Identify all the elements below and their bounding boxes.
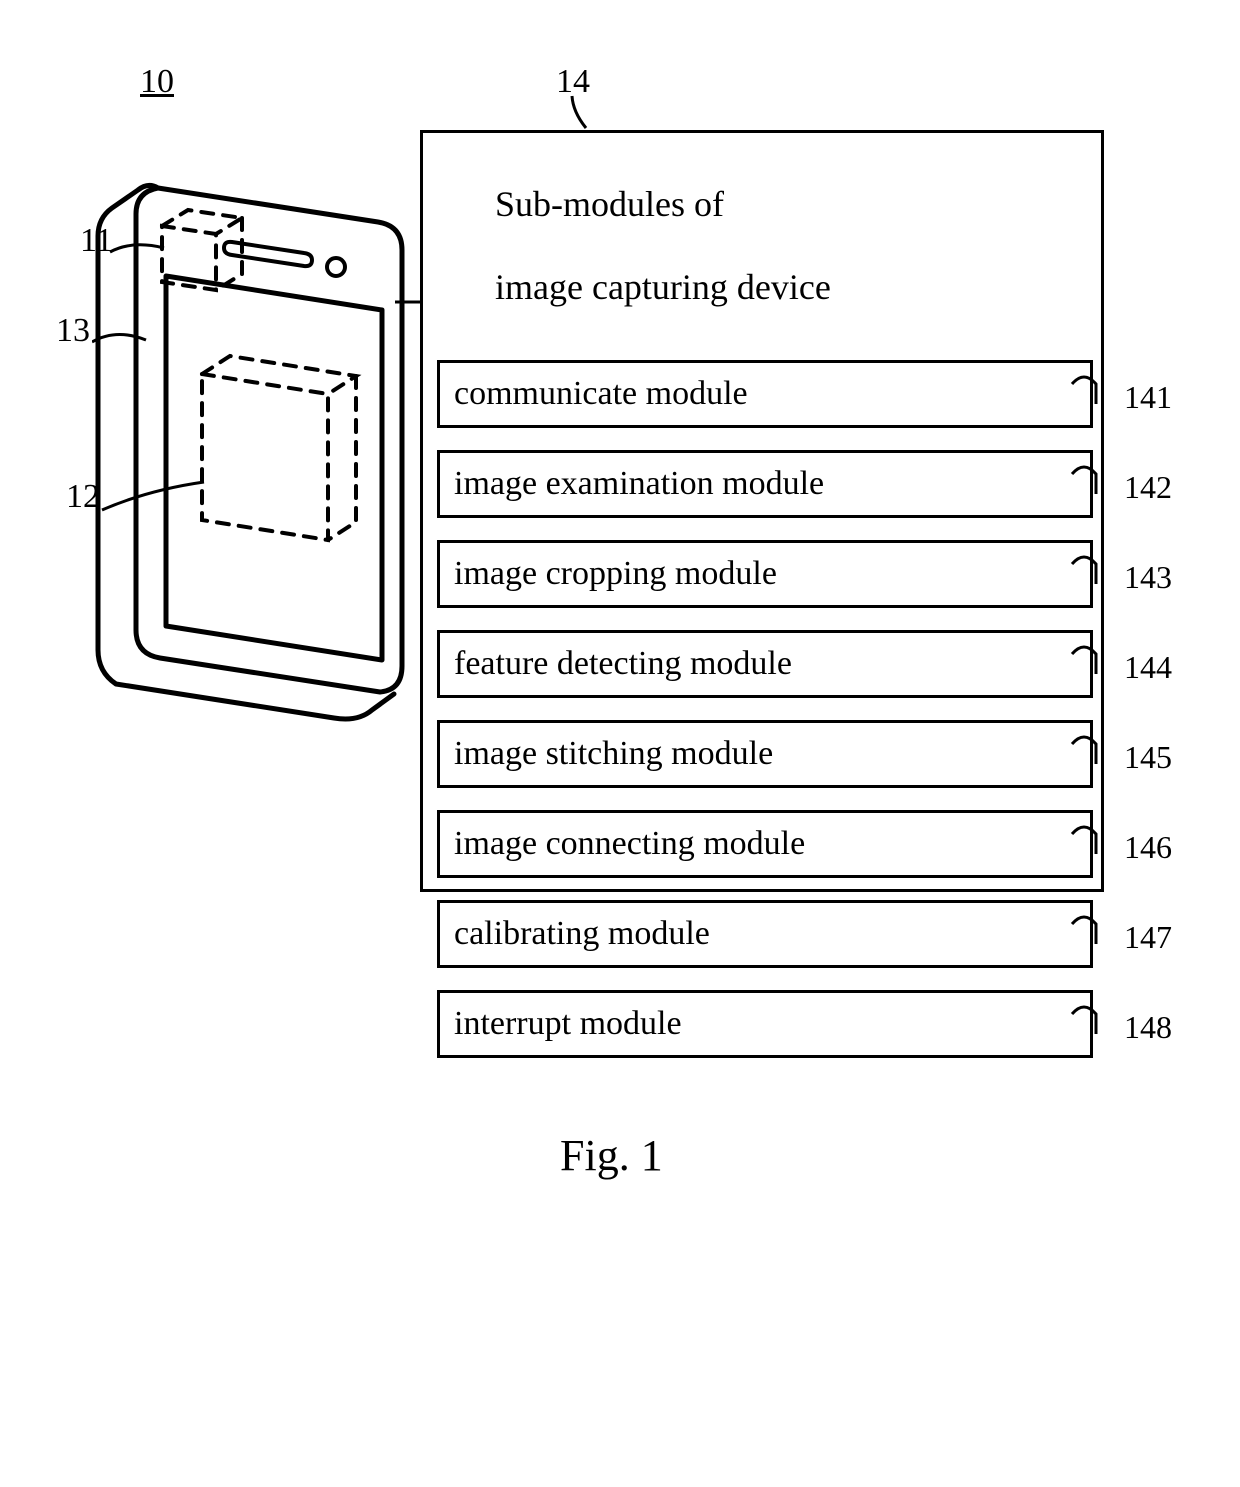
module-label: communicate module: [454, 375, 748, 412]
figure-canvas: 10 14 11 13 12: [0, 0, 1240, 1487]
module-ref-number: 148: [1124, 1011, 1172, 1043]
module-item: calibrating module147: [437, 900, 1093, 968]
module-item: image examination module142: [437, 450, 1093, 518]
module-item: image stitching module145: [437, 720, 1093, 788]
module-ref-number: 142: [1124, 471, 1172, 503]
module-label: feature detecting module: [454, 645, 792, 682]
module-ref-number: 147: [1124, 921, 1172, 953]
module-item: feature detecting module144: [437, 630, 1093, 698]
panel-title-line2: image capturing device: [495, 267, 831, 307]
module-label: image connecting module: [454, 825, 805, 862]
figure-caption: Fig. 1: [560, 1130, 663, 1181]
module-ref-number: 144: [1124, 651, 1172, 683]
submodules-panel: Sub-modules of image capturing device co…: [420, 130, 1104, 892]
module-ref-number: 146: [1124, 831, 1172, 863]
module-label: image stitching module: [454, 735, 773, 772]
module-list: communicate module141image examination m…: [437, 360, 1087, 1058]
module-label: image cropping module: [454, 555, 777, 592]
module-item: interrupt module148: [437, 990, 1093, 1058]
panel-title: Sub-modules of image capturing device: [441, 143, 1087, 350]
panel-title-line1: Sub-modules of: [495, 184, 724, 224]
module-ref-number: 143: [1124, 561, 1172, 593]
module-item: image cropping module143: [437, 540, 1093, 608]
module-label: interrupt module: [454, 1005, 682, 1042]
module-label: image examination module: [454, 465, 824, 502]
module-item: communicate module141: [437, 360, 1093, 428]
module-label: calibrating module: [454, 915, 710, 952]
module-ref-number: 145: [1124, 741, 1172, 773]
module-item: image connecting module146: [437, 810, 1093, 878]
module-ref-number: 141: [1124, 381, 1172, 413]
